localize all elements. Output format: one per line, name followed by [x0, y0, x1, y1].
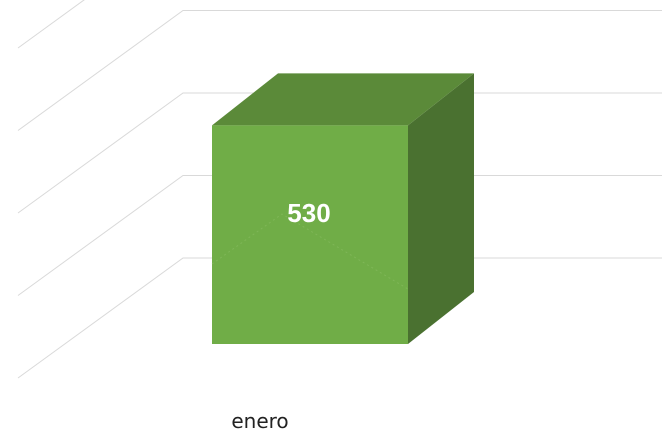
labels: 530 enero [231, 198, 330, 433]
gridline [17, 10, 662, 131]
gridline [17, 175, 662, 296]
gridline [17, 0, 85, 49]
bars [211, 73, 474, 344]
category-label: enero [231, 409, 288, 433]
gridlines [17, 0, 662, 379]
bar-side [408, 73, 474, 344]
data-label: 530 [287, 198, 330, 228]
gridline [17, 92, 662, 214]
bar-top [212, 73, 474, 126]
bar-inner-edge [211, 213, 409, 290]
bar-front [212, 125, 408, 344]
gridline [17, 257, 662, 379]
